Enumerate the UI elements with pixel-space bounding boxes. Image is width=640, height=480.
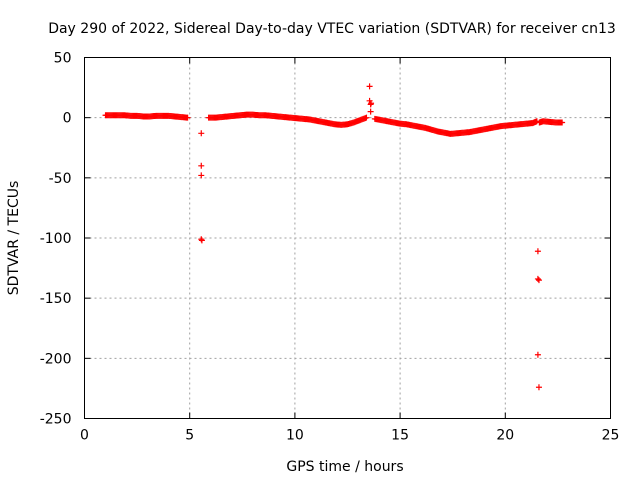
data-point <box>367 108 374 115</box>
y-tick-label: -200 <box>40 351 72 367</box>
data-point <box>559 119 566 126</box>
plot-frame <box>84 57 611 419</box>
x-tick-label: 20 <box>496 428 514 444</box>
data-point <box>363 114 370 121</box>
y-tick-label: -50 <box>49 171 72 187</box>
data-points <box>102 83 566 391</box>
data-point <box>534 351 541 358</box>
data-point <box>535 277 542 284</box>
x-tick-label: 0 <box>80 428 89 444</box>
grid-layer <box>84 57 611 419</box>
data-point <box>535 384 542 391</box>
y-tick-label: -250 <box>40 412 72 428</box>
y-axis-title: SDTVAR / TECUs <box>6 181 22 296</box>
x-tick-label: 10 <box>286 428 304 444</box>
chart-title: Day 290 of 2022, Sidereal Day-to-day VTE… <box>48 21 616 37</box>
axis-ticks: 0 5 10 15 20 25 50 0 -50 -100 -150 -200 -250 <box>40 51 620 444</box>
x-axis-title: GPS time / hours <box>286 459 403 475</box>
data-point <box>198 172 205 179</box>
y-tick-label: 50 <box>54 51 72 67</box>
data-point <box>184 114 191 121</box>
data-point <box>534 275 541 282</box>
x-tick-label: 15 <box>391 428 409 444</box>
y-tick-label: 0 <box>63 111 72 127</box>
data-point <box>198 130 205 137</box>
data-point <box>368 100 375 107</box>
x-tick-label: 25 <box>602 428 620 444</box>
data-point <box>534 248 541 255</box>
x-tick-label: 5 <box>185 428 194 444</box>
y-tick-label: -150 <box>40 291 72 307</box>
data-point <box>198 236 205 243</box>
data-point <box>366 83 373 90</box>
y-tick-label: -100 <box>40 231 72 247</box>
data-point <box>198 162 205 169</box>
data-point <box>198 237 205 244</box>
